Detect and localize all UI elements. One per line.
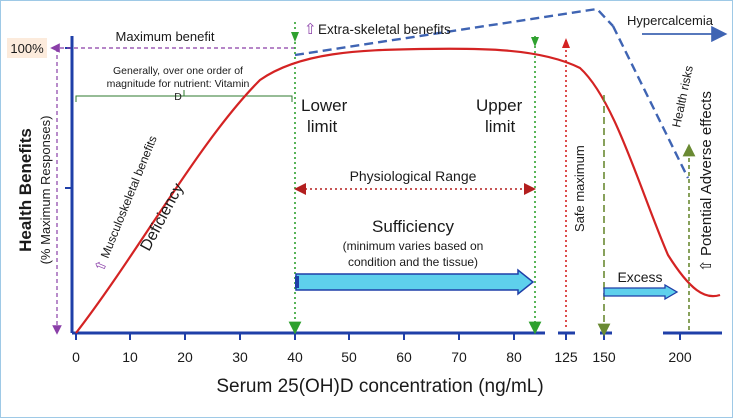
x-tick-label: 10 — [122, 349, 138, 365]
x-tick-label: 80 — [506, 349, 522, 365]
potential-adverse-label: Potential Adverse effects — [698, 91, 715, 256]
hypercalcemia-label: Hypercalcemia — [627, 13, 714, 28]
order-of-magnitude-bracket — [75, 95, 293, 102]
lower-limit-top-arrow — [291, 32, 299, 42]
x-tick-label: 0 — [72, 349, 80, 365]
x-tick-label: 70 — [451, 349, 467, 365]
x-tick-label: 40 — [287, 349, 303, 365]
upper-limit-label: Upper limit — [476, 96, 523, 136]
x-tick-label: 60 — [396, 349, 412, 365]
y-100-label: 100% — [10, 41, 44, 56]
x-tick-label: 50 — [341, 349, 357, 365]
y-axis-subtitle: (% Maximum Responses) — [38, 116, 53, 265]
sufficiency-sub2: condition and the tissue) — [348, 255, 478, 269]
lower-limit-label: Lower limit — [301, 96, 348, 136]
y-100-label-bg — [7, 38, 47, 58]
lower-limit-label-line1: Lower — [301, 96, 348, 115]
order-of-magnitude-text: Generally, over one order of magnitude f… — [107, 65, 250, 103]
health-benefit-curve — [75, 47, 721, 334]
deficiency-label: Deficiency — [138, 181, 188, 254]
upper-limit-label-line2: limit — [485, 117, 515, 136]
safe-maximum-top-arrow — [562, 38, 570, 48]
order-line-3: D — [174, 91, 182, 103]
sufficiency-arrow-tail — [295, 276, 299, 288]
excess-label: Excess — [617, 269, 662, 285]
upper-limit-label-line1: Upper — [476, 96, 523, 115]
safe-maximum-label: Safe maximum — [572, 145, 587, 232]
excess-arrow — [603, 283, 679, 301]
physiological-range-label: Physiological Range — [350, 168, 477, 184]
extra-skeletal-label: Extra-skeletal benefits — [318, 22, 451, 37]
potential-adverse-arrow-icon: ⇧ — [698, 259, 715, 272]
sufficiency-sub1: (minimum varies based on — [343, 239, 484, 253]
lower-limit-label-line2: limit — [307, 117, 337, 136]
x-tick-label: 30 — [232, 349, 248, 365]
sufficiency-label: Sufficiency — [372, 217, 454, 236]
extra-skeletal-arrow-icon: ⇧ — [304, 21, 317, 38]
extra-skeletal-envelope-rise — [294, 7, 614, 57]
order-line-2: magnitude for nutrient: Vitamin — [107, 78, 250, 90]
x-tick-label: 20 — [177, 349, 193, 365]
x-ticks — [75, 333, 681, 340]
adverse-envelope-fall — [611, 25, 690, 179]
y-axis-title: Health Benefits — [16, 128, 35, 252]
x-tick-label: 150 — [592, 349, 616, 365]
x-tick-labels: 0 10 20 30 40 50 60 70 80 125 150 200 — [72, 349, 692, 365]
maximum-benefit-label: Maximum benefit — [116, 29, 215, 44]
x-axis-title: Serum 25(OH)D concentration (ng/mL) — [216, 376, 543, 397]
x-tick-label: 200 — [668, 349, 692, 365]
order-line-1: Generally, over one order of — [113, 65, 243, 77]
sufficiency-arrow — [295, 268, 535, 296]
x-tick-label: 125 — [554, 349, 578, 365]
health-risks-label: Health risks — [669, 64, 696, 128]
musculoskeletal-arrow-icon: ⇧ — [91, 257, 110, 274]
upper-limit-top-arrow — [531, 37, 539, 47]
